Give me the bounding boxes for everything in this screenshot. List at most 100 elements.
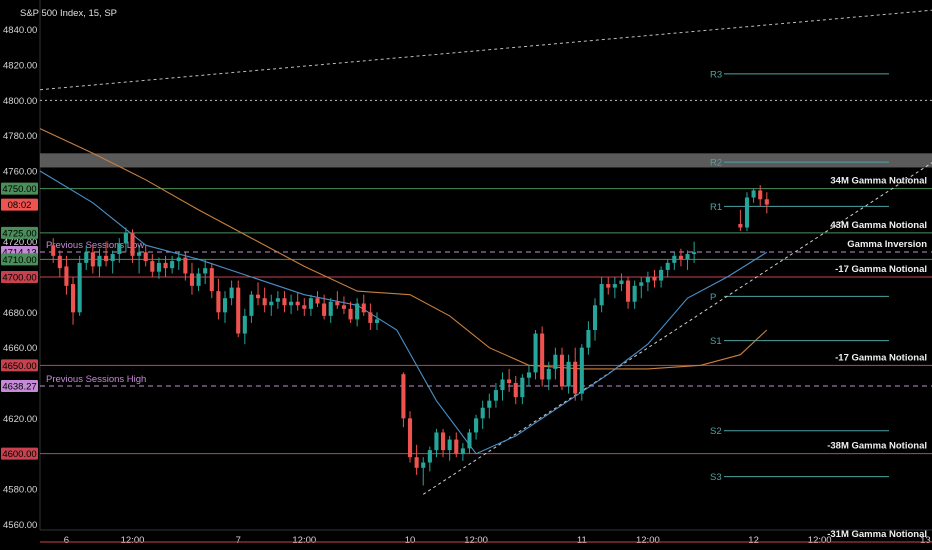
price-badge-label: 4710.00 xyxy=(2,255,36,266)
candle-body xyxy=(599,284,604,306)
candle-body xyxy=(70,284,76,313)
candle-body xyxy=(117,243,122,255)
candle-body xyxy=(507,379,512,383)
candle-body xyxy=(460,448,465,454)
time-tick-label: 7 xyxy=(236,535,241,546)
price-badge-label: 4638.27 xyxy=(2,382,36,393)
candle-body xyxy=(612,284,617,288)
candle-body xyxy=(137,252,142,256)
time-tick-label: 12:00 xyxy=(464,535,488,546)
gamma-level-label: -38M Gamma Notional xyxy=(827,441,927,452)
candle-body xyxy=(216,291,221,313)
candle-body xyxy=(546,368,551,380)
candle-body xyxy=(454,439,459,454)
time-tick-label: 12:00 xyxy=(808,535,832,546)
candle-body xyxy=(242,315,247,334)
candle-body xyxy=(447,439,452,451)
candle-body xyxy=(104,255,109,262)
price-badge-label: 4600.00 xyxy=(2,449,36,460)
candle-body xyxy=(744,197,750,228)
candle-body xyxy=(236,287,241,334)
price-tick-label: 4840.00 xyxy=(3,25,37,36)
candle-body xyxy=(758,190,763,200)
candle-body xyxy=(328,301,333,316)
candle-body xyxy=(229,287,234,299)
price-tick-label: 4680.00 xyxy=(3,308,37,319)
candle-body xyxy=(262,298,267,306)
price-tick-label: 4820.00 xyxy=(3,61,37,72)
time-tick-label: 12:00 xyxy=(636,535,660,546)
candle-body xyxy=(586,330,591,348)
candle-body xyxy=(566,361,571,387)
candle-body xyxy=(632,285,637,302)
candle-body xyxy=(150,261,155,272)
candle-body xyxy=(467,432,472,449)
candle-body xyxy=(335,301,340,306)
candle-body xyxy=(540,333,545,380)
candle-body xyxy=(652,277,657,281)
candle-body xyxy=(97,255,102,267)
price-badge xyxy=(1,253,38,266)
price-badge-label: 4725.00 xyxy=(2,228,36,239)
price-badge xyxy=(1,182,38,195)
levels-layer: 34M Gamma Notional 43M Gamma Notional Gamm… xyxy=(39,9,932,543)
candle-body xyxy=(302,305,307,309)
candle-body xyxy=(427,450,432,463)
candle-body xyxy=(374,319,380,323)
candle-body xyxy=(513,383,518,398)
candle-body xyxy=(619,280,624,285)
candle-body xyxy=(414,457,419,468)
price-tick-label: 4620.00 xyxy=(3,414,37,425)
candle-body xyxy=(64,266,69,286)
time-axis[interactable]: 6 12:00 7 12:00 10 12:00 11 12:00 12 12:00 13 xyxy=(40,529,932,546)
candle-body xyxy=(559,354,565,387)
candle-body xyxy=(90,252,95,267)
candle-body xyxy=(421,462,426,468)
price-badge xyxy=(1,271,38,283)
price-tick-label: 4580.00 xyxy=(3,485,37,496)
candle-body xyxy=(289,301,294,306)
time-tick-label: 11 xyxy=(577,535,587,546)
fast-moving-average xyxy=(39,170,768,455)
candle-body xyxy=(401,374,406,419)
candle-body xyxy=(77,262,82,313)
price-tick-label: 4800.00 xyxy=(3,96,37,107)
candle-body xyxy=(692,252,697,255)
gamma-level-label: -17 Gamma Notional xyxy=(835,352,927,363)
candle-body xyxy=(579,347,584,394)
candle-body xyxy=(738,224,743,228)
candle-body xyxy=(361,303,366,313)
candle-body xyxy=(163,262,168,269)
price-badge xyxy=(1,198,38,211)
price-tick-label: 4560.00 xyxy=(3,520,37,531)
candle-body xyxy=(526,372,531,378)
candle-body xyxy=(533,333,538,373)
candle-body xyxy=(407,418,413,458)
candle-body xyxy=(474,418,479,433)
time-tick-label: 10 xyxy=(405,535,416,546)
price-badge-label: 4750.00 xyxy=(2,184,36,195)
price-tick-label: 4760.00 xyxy=(3,167,37,178)
candle-body xyxy=(659,269,664,281)
candle-body xyxy=(51,245,56,256)
candle-body xyxy=(255,294,261,299)
candle-body xyxy=(685,254,690,260)
candle-body xyxy=(84,252,89,263)
upper-trendline xyxy=(39,9,932,91)
price-badge xyxy=(1,226,38,239)
candle-body xyxy=(764,199,769,205)
candle-body xyxy=(295,301,300,306)
candle-body xyxy=(196,273,201,286)
candle-body xyxy=(480,407,485,419)
candle-body xyxy=(57,255,62,269)
time-tick-label: 12 xyxy=(748,535,759,546)
gamma-level-label: -31M Gamma Notional xyxy=(827,529,927,540)
moving-averages xyxy=(39,128,768,455)
candle-body xyxy=(500,379,505,391)
candle-body xyxy=(592,305,598,330)
candle-body xyxy=(156,262,161,272)
symbol-title: S&P 500 Index, 15, SP xyxy=(20,8,117,19)
candle-body xyxy=(573,361,578,394)
